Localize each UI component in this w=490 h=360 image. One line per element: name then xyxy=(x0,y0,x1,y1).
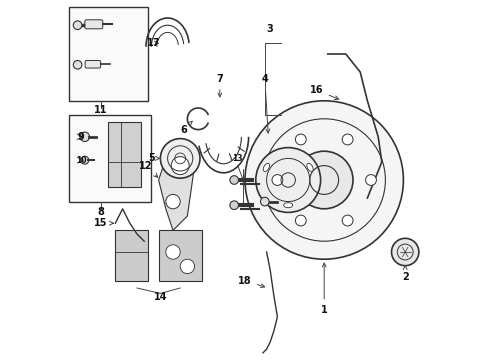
Circle shape xyxy=(81,156,89,164)
Bar xyxy=(69,7,148,101)
Text: 5: 5 xyxy=(148,153,160,163)
Text: 11: 11 xyxy=(94,105,108,115)
Polygon shape xyxy=(116,230,148,281)
Text: 4: 4 xyxy=(262,74,270,133)
Circle shape xyxy=(230,176,239,184)
Circle shape xyxy=(392,238,419,266)
Polygon shape xyxy=(159,230,202,281)
Text: 6: 6 xyxy=(180,121,192,135)
Circle shape xyxy=(74,21,82,30)
Circle shape xyxy=(166,245,180,259)
Circle shape xyxy=(80,132,90,141)
Circle shape xyxy=(256,148,320,212)
Text: 9: 9 xyxy=(78,132,85,142)
Circle shape xyxy=(295,151,353,209)
Polygon shape xyxy=(108,122,141,187)
FancyBboxPatch shape xyxy=(85,20,103,29)
Polygon shape xyxy=(159,151,195,230)
FancyBboxPatch shape xyxy=(85,60,100,68)
Ellipse shape xyxy=(284,203,293,208)
Circle shape xyxy=(261,197,269,206)
Circle shape xyxy=(342,134,353,145)
Text: 13: 13 xyxy=(233,154,243,163)
Text: 14: 14 xyxy=(154,292,167,302)
Circle shape xyxy=(171,157,189,175)
Circle shape xyxy=(245,101,403,259)
Circle shape xyxy=(295,134,306,145)
Bar xyxy=(69,115,151,202)
Circle shape xyxy=(272,175,283,185)
Text: 17: 17 xyxy=(147,38,160,48)
Circle shape xyxy=(366,175,376,185)
Text: 1: 1 xyxy=(321,263,328,315)
Ellipse shape xyxy=(263,163,270,171)
Text: 16: 16 xyxy=(310,85,339,99)
Text: 18: 18 xyxy=(238,276,265,288)
Text: 12: 12 xyxy=(139,161,158,177)
Text: 7: 7 xyxy=(217,74,223,97)
Circle shape xyxy=(230,201,239,210)
Text: 15: 15 xyxy=(94,218,114,228)
Circle shape xyxy=(295,215,306,226)
Text: 3: 3 xyxy=(267,24,273,34)
Ellipse shape xyxy=(307,163,313,171)
Circle shape xyxy=(160,139,200,178)
Text: 10: 10 xyxy=(76,156,86,165)
Circle shape xyxy=(74,60,82,69)
Text: 2: 2 xyxy=(402,266,409,282)
Text: 8: 8 xyxy=(98,207,104,217)
Circle shape xyxy=(180,259,195,274)
Circle shape xyxy=(166,194,180,209)
Circle shape xyxy=(342,215,353,226)
